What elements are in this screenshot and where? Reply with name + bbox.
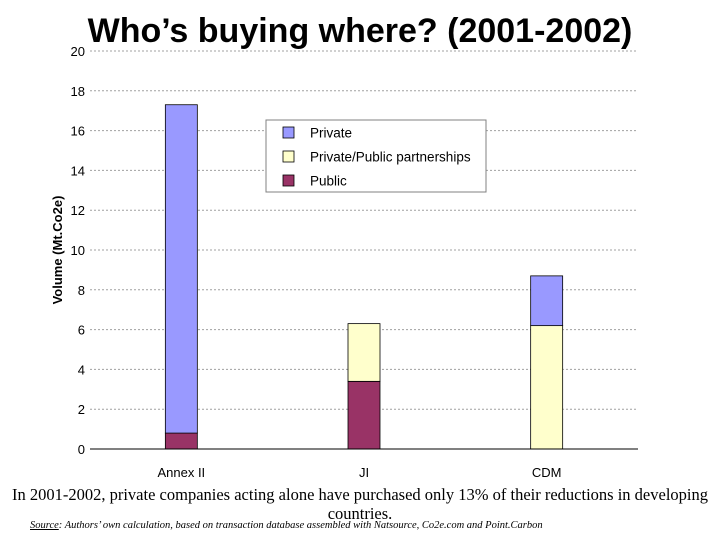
bar-ji-public bbox=[347, 380, 381, 450]
y-tick-label: 12 bbox=[71, 203, 85, 218]
y-tick-label: 14 bbox=[71, 163, 85, 178]
legend-label: Private bbox=[310, 126, 352, 141]
x-tick-label: Annex II bbox=[157, 465, 205, 480]
caption: In 2001-2002, private companies acting a… bbox=[11, 485, 708, 523]
x-tick-label: JI bbox=[359, 465, 369, 480]
y-axis-label: Volume (Mt.Co2e) bbox=[50, 196, 65, 305]
y-tick-label: 2 bbox=[78, 402, 85, 417]
y-tick-label: 6 bbox=[78, 323, 85, 338]
y-tick-label: 16 bbox=[71, 124, 85, 139]
source-label: Source bbox=[30, 520, 59, 531]
y-tick-label: 18 bbox=[71, 84, 85, 99]
bars bbox=[164, 104, 564, 450]
bar-cdm-private-public-partnerships bbox=[530, 325, 564, 450]
bar-ji-private-public-partnerships bbox=[347, 323, 381, 382]
y-tick-label: 20 bbox=[71, 44, 85, 59]
x-tick-labels: Annex II JI CDM bbox=[157, 465, 561, 480]
y-tick-label: 4 bbox=[78, 362, 85, 377]
y-tick-label: 8 bbox=[78, 283, 85, 298]
x-tick-label: CDM bbox=[532, 465, 562, 480]
legend-swatch bbox=[282, 126, 295, 139]
bar-annex-ii-public bbox=[164, 432, 198, 450]
y-tick-label: 0 bbox=[78, 442, 85, 457]
chart-title: Who’s buying where? (2001-2002) bbox=[87, 12, 633, 50]
y-tick-label: 10 bbox=[71, 243, 85, 258]
legend-swatch bbox=[282, 174, 295, 187]
bar-annex-ii-private bbox=[164, 104, 198, 434]
source-note: Source: Authors’ own calculation, based … bbox=[30, 520, 720, 531]
legend-swatch bbox=[282, 150, 295, 163]
legend-label: Private/Public partnerships bbox=[310, 150, 471, 165]
source-text: : Authors’ own calculation, based on tra… bbox=[58, 520, 543, 531]
legend: Private Private/Public partnerships Public bbox=[265, 119, 487, 193]
legend-label: Public bbox=[310, 174, 347, 189]
y-tick-labels: 0 2 4 6 8 10 12 14 16 18 20 bbox=[71, 44, 85, 457]
bar-cdm-private bbox=[530, 275, 564, 327]
legend-box bbox=[265, 119, 487, 193]
